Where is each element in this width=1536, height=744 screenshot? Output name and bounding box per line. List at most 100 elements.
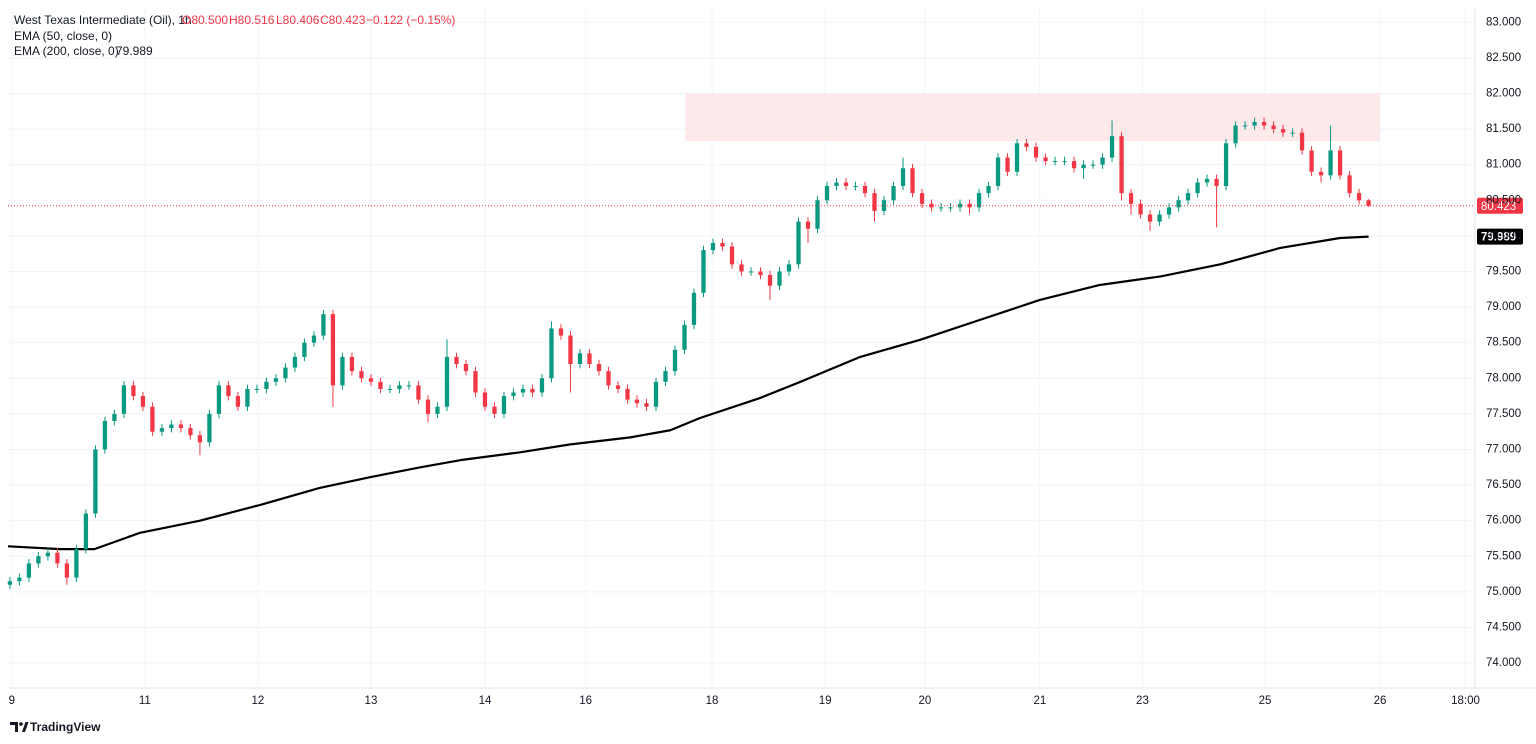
- candle-body: [330, 314, 336, 386]
- candle-body: [473, 371, 478, 393]
- candle-body: [340, 356, 345, 386]
- logo-dot: [19, 722, 23, 726]
- candle-body: [549, 328, 554, 379]
- candle-body: [406, 385, 412, 387]
- candle-body: [188, 428, 193, 436]
- candle-body: [796, 221, 801, 265]
- y-tick-label: 78.500: [1486, 337, 1521, 349]
- x-tick-label: 26: [1374, 695, 1387, 707]
- candle-body: [235, 396, 241, 407]
- candle-body: [929, 203, 934, 208]
- y-tick-label: 80.000: [1486, 230, 1521, 242]
- candle-body: [786, 264, 792, 272]
- x-tick-label: 14: [479, 695, 492, 707]
- candle-body: [368, 378, 374, 382]
- ema200-legend-value: 79.989: [116, 44, 153, 58]
- candle-body: [976, 193, 982, 208]
- candle-body: [1138, 203, 1143, 215]
- x-tick-label: 25: [1259, 695, 1272, 707]
- ohlc-low: L80.406: [276, 13, 320, 27]
- y-tick-label: 82.500: [1486, 52, 1521, 64]
- candle-body: [625, 388, 630, 400]
- candle-body: [349, 356, 355, 372]
- candle-body: [36, 556, 41, 564]
- resistance-zone: [685, 93, 1380, 142]
- x-tick-label: 23: [1136, 695, 1149, 707]
- candle-body: [264, 381, 269, 389]
- candle-body: [207, 413, 212, 443]
- y-tick-label: 78.000: [1486, 372, 1521, 384]
- y-tick-label: 80.500: [1486, 194, 1521, 206]
- candle-body: [501, 396, 507, 414]
- candle-body: [1223, 143, 1229, 187]
- x-tick-label: 12: [251, 695, 264, 707]
- candle-body: [1033, 146, 1039, 158]
- candle-body: [986, 186, 991, 194]
- candle-body: [653, 381, 659, 407]
- candle-body: [1299, 132, 1305, 151]
- y-tick-label: 81.500: [1486, 123, 1521, 135]
- ema-badge: [1477, 228, 1523, 245]
- candle-body: [416, 385, 421, 400]
- y-tick-label: 81.000: [1486, 159, 1521, 171]
- candle-body: [919, 193, 925, 204]
- candle-body: [729, 246, 735, 265]
- logo-mark: [10, 722, 18, 732]
- candle-body: [872, 193, 877, 211]
- candle-body: [1014, 143, 1020, 172]
- candle-body: [767, 275, 773, 286]
- legend: West Texas Intermediate (Oil), 1h O80.50…: [14, 13, 455, 58]
- candle-body: [853, 186, 858, 188]
- overlay: 80.423 79.989: [8, 197, 1523, 245]
- candle-body: [862, 186, 868, 194]
- candle-body: [1166, 207, 1172, 215]
- candle-body: [1052, 161, 1058, 163]
- y-tick-label: 75.500: [1486, 550, 1521, 562]
- candle-body: [283, 367, 288, 379]
- last-price-badge: [1477, 197, 1523, 214]
- y-tick-label: 83.000: [1486, 16, 1521, 28]
- candle-body: [1233, 125, 1238, 144]
- x-tick-label: 9: [9, 695, 15, 707]
- candle-body: [739, 264, 744, 272]
- logo-slash: [22, 722, 29, 732]
- candle-body: [520, 388, 526, 393]
- candle-body: [1024, 143, 1029, 147]
- candle-body: [387, 388, 393, 390]
- candle-body: [1071, 161, 1077, 169]
- candle-body: [577, 353, 583, 365]
- candle-body: [1337, 150, 1343, 176]
- candle-body: [967, 203, 972, 208]
- candle-body: [45, 552, 51, 557]
- x-tick-label: 20: [918, 695, 931, 707]
- candle-body: [606, 371, 611, 386]
- candle-body: [748, 271, 754, 273]
- candle-body: [900, 168, 906, 187]
- candle-body: [843, 182, 849, 187]
- candle-body: [1252, 121, 1257, 126]
- candle-body: [7, 581, 13, 585]
- candle-body: [910, 168, 915, 194]
- candle-body: [1043, 157, 1048, 162]
- candle-body: [634, 399, 640, 404]
- candle-body: [1128, 193, 1134, 204]
- candle-body: [1214, 178, 1219, 187]
- candle-body: [1309, 150, 1314, 172]
- logo: TradingView: [10, 720, 101, 734]
- candle-body: [1005, 157, 1010, 172]
- candle-body: [26, 563, 32, 578]
- candle-body: [74, 549, 79, 578]
- candle-body: [55, 552, 60, 564]
- candle-body: [178, 424, 184, 429]
- zones: [685, 93, 1380, 142]
- y-tick-label: 79.500: [1486, 265, 1521, 277]
- candle-body: [1090, 164, 1096, 166]
- candle-body: [1280, 129, 1286, 133]
- ohlc-open: O80.500: [182, 13, 228, 27]
- candle-body: [131, 385, 136, 397]
- candle-body: [758, 271, 763, 276]
- candle-body: [121, 385, 127, 414]
- candle-body: [995, 157, 1001, 187]
- candle-body: [159, 428, 165, 432]
